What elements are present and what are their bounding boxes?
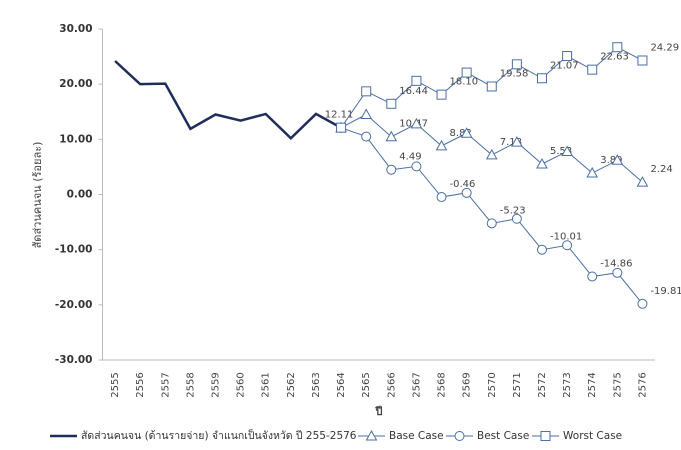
x-tick-label: 2574 bbox=[587, 372, 598, 397]
marker bbox=[637, 55, 648, 66]
x-tick-label: 2559 bbox=[211, 372, 222, 397]
marker bbox=[636, 176, 649, 187]
data-label: 18.10 bbox=[450, 77, 479, 88]
y-tick-label: 0.00 bbox=[67, 189, 93, 201]
marker bbox=[411, 161, 422, 172]
data-label: -0.46 bbox=[450, 179, 476, 190]
marker bbox=[436, 89, 447, 100]
legend-label: สัดส่วนคนจน (ด้านรายจ่าย) จำแนกเป็นจังหว… bbox=[81, 428, 357, 442]
data-label: 2.24 bbox=[650, 164, 672, 175]
marker bbox=[611, 154, 624, 165]
legend-label: Base Case bbox=[389, 430, 444, 442]
x-tick-label: 2563 bbox=[311, 372, 322, 397]
data-label: 3.89 bbox=[600, 155, 622, 166]
legend-label: Worst Case bbox=[563, 430, 622, 442]
x-tick-label: 2570 bbox=[487, 372, 498, 397]
marker bbox=[511, 213, 522, 224]
marker bbox=[386, 164, 397, 175]
x-tick-label: 2568 bbox=[437, 372, 448, 397]
marker bbox=[360, 108, 373, 120]
marker bbox=[365, 429, 378, 441]
marker bbox=[454, 431, 465, 441]
series-line bbox=[340, 113, 643, 183]
y-tick-label: -30.00 bbox=[55, 354, 93, 366]
data-label: -19.81 bbox=[650, 286, 681, 297]
legend-label: Best Case bbox=[477, 430, 529, 442]
data-label: 19.58 bbox=[500, 68, 529, 79]
marker bbox=[587, 271, 598, 282]
y-tick-label: -20.00 bbox=[55, 299, 93, 311]
marker bbox=[460, 127, 473, 138]
marker bbox=[411, 75, 422, 86]
marker bbox=[587, 64, 598, 75]
y-tick-label: 20.00 bbox=[59, 78, 92, 90]
x-tick-label: 2576 bbox=[637, 372, 648, 397]
data-label: 5.53 bbox=[550, 146, 572, 157]
x-tick-label: 2556 bbox=[135, 372, 146, 397]
x-tick-label: 2575 bbox=[612, 372, 623, 397]
marker bbox=[386, 98, 397, 109]
data-label: 24.29 bbox=[650, 43, 679, 54]
marker bbox=[461, 67, 472, 78]
x-tick-label: 2557 bbox=[160, 372, 171, 397]
marker bbox=[536, 157, 548, 169]
x-tick-label: 2569 bbox=[462, 372, 473, 397]
marker bbox=[485, 148, 498, 160]
marker bbox=[586, 167, 599, 178]
data-label: 8.82 bbox=[450, 128, 472, 139]
data-label: 21.07 bbox=[550, 60, 579, 71]
x-tick-label: 2560 bbox=[236, 372, 247, 397]
marker bbox=[562, 51, 573, 62]
y-tick-label: 10.00 bbox=[59, 133, 92, 145]
marker bbox=[536, 244, 547, 255]
data-label: -10.01 bbox=[550, 232, 582, 243]
x-tick-label: 2562 bbox=[286, 372, 297, 397]
marker bbox=[540, 431, 551, 441]
marker bbox=[612, 267, 623, 278]
data-label: 16.44 bbox=[399, 86, 428, 97]
marker bbox=[536, 73, 547, 84]
y-tick-label: 30.00 bbox=[59, 23, 92, 35]
x-tick-label: 2558 bbox=[185, 372, 196, 397]
x-tick-label: 2573 bbox=[562, 372, 573, 397]
marker bbox=[361, 131, 372, 142]
x-tick-label: 2566 bbox=[386, 372, 397, 397]
marker bbox=[561, 145, 573, 156]
marker bbox=[361, 86, 372, 97]
marker bbox=[336, 122, 347, 133]
x-tick-label: 2561 bbox=[261, 372, 272, 397]
x-tick-label: 2565 bbox=[361, 372, 372, 397]
data-label: 4.49 bbox=[399, 152, 421, 163]
data-label: 12.11 bbox=[325, 110, 354, 121]
marker bbox=[511, 136, 523, 147]
y-tick-label: -10.00 bbox=[55, 244, 93, 256]
marker bbox=[486, 218, 497, 229]
marker bbox=[562, 240, 573, 251]
x-tick-label: 2571 bbox=[512, 372, 523, 397]
x-tick-label: 2564 bbox=[336, 372, 347, 397]
marker bbox=[410, 117, 423, 129]
data-label: -14.86 bbox=[600, 258, 632, 269]
marker bbox=[385, 130, 398, 142]
marker bbox=[511, 59, 522, 70]
data-label: 7.18 bbox=[500, 137, 522, 148]
x-tick-label: 2572 bbox=[537, 372, 548, 397]
data-label: 22.63 bbox=[600, 52, 629, 63]
marker bbox=[436, 192, 447, 203]
marker bbox=[486, 81, 497, 92]
marker bbox=[461, 187, 472, 198]
marker bbox=[435, 139, 448, 151]
series-line bbox=[114, 60, 342, 140]
data-label: -5.23 bbox=[500, 205, 526, 216]
marker bbox=[637, 298, 648, 309]
x-tick-label: 2567 bbox=[411, 372, 422, 397]
x-tick-label: 2555 bbox=[110, 372, 121, 397]
marker bbox=[612, 42, 623, 53]
y-axis-label: สัดส่วนคนจน (ร้อยละ) bbox=[31, 142, 44, 249]
x-axis-label: ปี bbox=[374, 405, 382, 418]
